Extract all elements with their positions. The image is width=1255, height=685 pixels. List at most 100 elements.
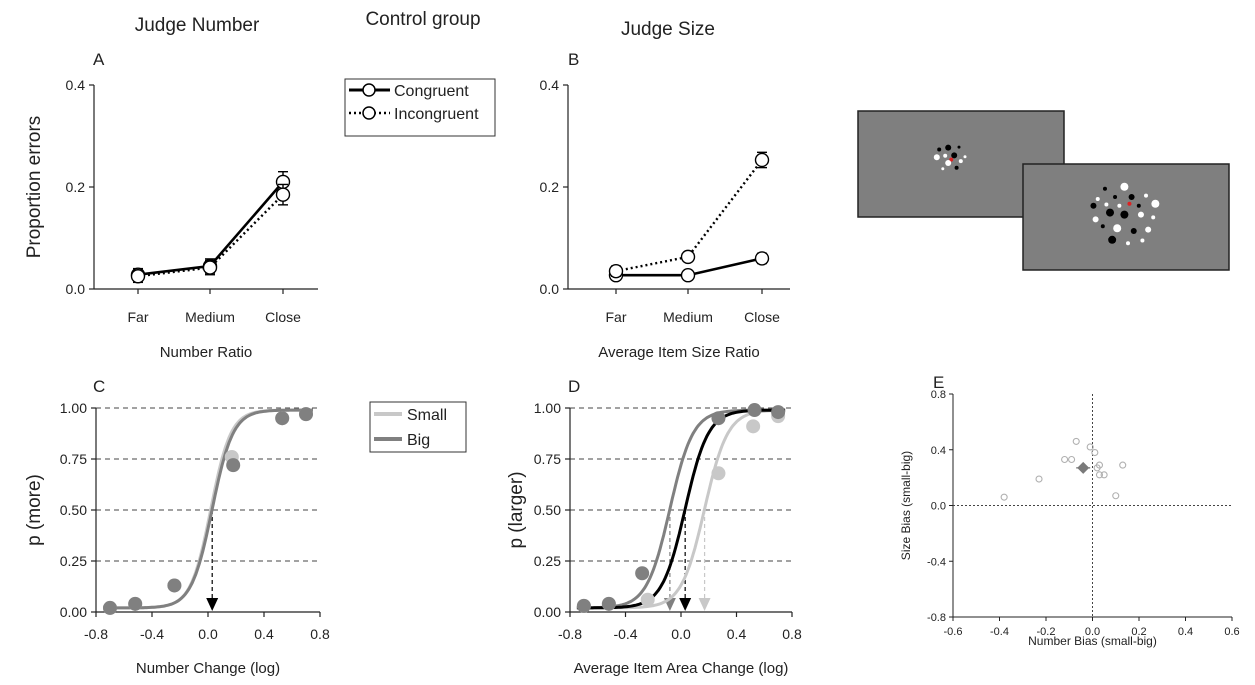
stimulus-dot (963, 155, 967, 159)
panel-label-a: A (93, 50, 105, 69)
panel-c-x-axis-title: Number Change (log) (136, 660, 280, 677)
header-judge-size: Judge Size (621, 19, 715, 40)
stimulus-dot (1145, 226, 1152, 233)
panel-b-incongruent-point (680, 249, 696, 265)
panel-d-big-point (771, 405, 786, 420)
panel-c-x-tick-label: 0.8 (310, 626, 330, 642)
panel-e-participant-point (1000, 493, 1008, 501)
panel-d-small-point (746, 419, 761, 434)
panel-e-x-tick-label: -0.2 (1037, 626, 1056, 638)
panel-d-y-tick-label: 0.00 (534, 604, 561, 620)
stimulus-dot (951, 152, 958, 159)
panel-b-y-tick-label: 0.4 (540, 77, 560, 93)
legend-small-label: Small (407, 407, 447, 424)
panel-e-chart: -0.8 -0.4 0.0 0.4 0.8 -0.6 -0.4 -0.2 0.0 0.2 0.4 0.… (899, 389, 1240, 648)
panel-c-y-tick-label: 1.00 (60, 400, 87, 416)
panel-d-y-tick-label: 0.75 (534, 451, 561, 467)
panel-a-x-tick-label: Medium (185, 309, 235, 325)
panel-a-y-tick-label: 0.4 (66, 77, 86, 93)
panel-e-participant-point (1100, 471, 1108, 479)
legend-congruent-label: Congruent (394, 83, 469, 100)
panel-d-small-point (640, 592, 655, 607)
panel-b-y-tick-label: 0.0 (540, 281, 560, 297)
stimulus-dot (1151, 215, 1156, 220)
panel-d-big-point (635, 566, 650, 581)
stimulus-dot (1127, 201, 1132, 206)
panel-d-x-tick-label: 0.4 (727, 626, 747, 642)
panel-a-x-tick-label: Close (265, 309, 301, 325)
stimulus-dot (1095, 197, 1100, 201)
panel-d-y-tick-label: 0.50 (534, 502, 561, 518)
panel-e-participant-point (1061, 455, 1069, 464)
panel-b-x-tick-label: Close (744, 309, 780, 325)
stimulus-dot (1113, 224, 1122, 233)
panel-e-x-tick-label: 0.0 (1085, 626, 1100, 638)
panel-b-y-tick-label: 0.2 (540, 179, 560, 195)
panel-c-y-tick-label: 0.75 (60, 451, 87, 467)
panel-b-chart: 0.0 0.2 0.4 Far Medium Close Average Item Size… (540, 77, 790, 361)
panel-c-pse-arrow (206, 598, 219, 611)
panel-d-pse-arrow (679, 598, 692, 611)
stimulus-dot (1092, 216, 1099, 223)
panel-e-x-tick-label: 0.4 (1178, 626, 1193, 638)
panel-b-x-tick-label: Far (606, 309, 627, 325)
panel-e-participant-point (1112, 492, 1120, 500)
panel-c-x-tick-label: -0.4 (140, 626, 164, 642)
stimulus-illustration (857, 110, 1230, 271)
panel-e-participant-point (1095, 461, 1104, 469)
panel-e-mean-diamond (1077, 461, 1090, 474)
panel-e-y-tick-label: -0.4 (927, 556, 946, 568)
panel-d-x-tick-label: 0.8 (782, 626, 802, 642)
panel-label-d: D (568, 377, 580, 396)
panel-e-participant-point (1119, 461, 1127, 469)
panel-e-participant-point (1068, 455, 1076, 464)
panel-b-congruent-point (680, 268, 696, 283)
legend-bias-group: Small Big (369, 401, 467, 453)
stimulus-dot (1151, 199, 1160, 208)
panel-c-y-tick-label: 0.50 (60, 502, 87, 518)
stimulus-dot (1102, 186, 1107, 191)
panel-d-big-curve (576, 408, 786, 610)
stimulus-dot (1106, 208, 1114, 217)
stimulus-dot (1136, 203, 1141, 208)
panel-e-y-tick-label: 0.4 (931, 445, 946, 457)
panel-b-incongruent-point (754, 152, 770, 168)
stimulus-dot (937, 147, 942, 152)
panel-c-big-point (167, 578, 182, 593)
stimulus-dot (1100, 224, 1105, 229)
legend-incongruent-label: Incongruent (394, 106, 479, 123)
panel-a-incongruent-point (275, 187, 291, 202)
panel-e-x-axis-title: Number Bias (small-big) (1028, 634, 1157, 648)
panel-e-participant-point (1086, 443, 1094, 451)
stimulus-dot (943, 153, 948, 158)
panel-d-big-point (601, 596, 616, 611)
panel-c-x-tick-label: 0.4 (254, 626, 274, 642)
panel-a-y-tick-label: 0.0 (66, 281, 86, 297)
panel-d-x-tick-label: 0.0 (671, 626, 691, 642)
stimulus-dot (945, 160, 952, 166)
panel-b-x-tick-label: Medium (663, 309, 713, 325)
panel-c-chart: 0.00 0.25 0.50 0.75 1.00 -0.8 -0.4 0.0 0.4 0.8 p (… (24, 400, 330, 677)
panel-c-big-point (275, 411, 290, 426)
panel-d-big-point (576, 598, 591, 613)
panel-d-y-axis-title: p (larger) (506, 471, 527, 548)
panel-c-big-point (226, 458, 241, 473)
panel-a-incongruent-line (137, 193, 284, 278)
panel-e-x-tick-label: -0.6 (944, 626, 963, 638)
panel-d-overall-curve (576, 408, 786, 610)
panel-a-y-tick-label: 0.2 (66, 179, 86, 195)
panel-e-y-tick-label: -0.8 (927, 612, 946, 624)
stimulus-dot (1104, 202, 1109, 207)
panel-e-participant-point (1072, 437, 1080, 445)
panel-d-x-axis-title: Average Item Area Change (log) (574, 660, 789, 677)
panel-e-x-tick-label: 0.6 (1224, 626, 1239, 638)
stimulus-dot (1120, 182, 1129, 191)
stimulus-dot (1117, 203, 1122, 208)
stimulus-dot (1128, 193, 1135, 200)
stimulus-dot (1137, 211, 1144, 218)
panel-c-big-point (128, 596, 143, 611)
stimulus-dot (1130, 227, 1137, 234)
panel-c-y-axis-title: p (more) (24, 474, 45, 546)
panel-d-x-tick-label: -0.8 (558, 626, 582, 642)
